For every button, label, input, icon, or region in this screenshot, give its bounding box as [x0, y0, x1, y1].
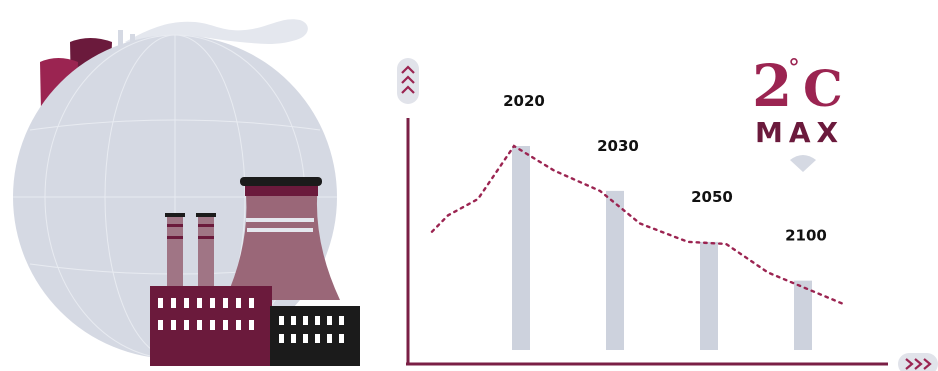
category-label-2050: 2050	[691, 188, 733, 206]
badge-number: 2	[752, 52, 792, 120]
dotted-trend-line	[430, 144, 848, 307]
bar-2020	[512, 146, 530, 350]
max-temperature-badge: 2 ° C MAX	[752, 52, 844, 172]
bar-2100	[794, 280, 812, 350]
right-arrows-icon	[898, 353, 938, 371]
bar-2050	[700, 241, 718, 350]
category-label-2030: 2030	[597, 137, 639, 155]
wifi-signal-icon	[790, 155, 816, 172]
up-arrows-icon	[397, 58, 419, 104]
category-labels-layer: 2020 2030 2050 2100	[503, 92, 827, 245]
bars-layer	[512, 146, 812, 350]
factory-icon	[150, 213, 360, 366]
badge-unit: C	[803, 59, 843, 118]
category-label-2020: 2020	[503, 92, 545, 110]
category-label-2100: 2100	[785, 227, 827, 245]
cooling-tower-icon	[225, 177, 340, 300]
badge-word: MAX	[755, 116, 844, 149]
badge-degree: °	[788, 54, 800, 82]
bar-2030	[606, 190, 624, 350]
